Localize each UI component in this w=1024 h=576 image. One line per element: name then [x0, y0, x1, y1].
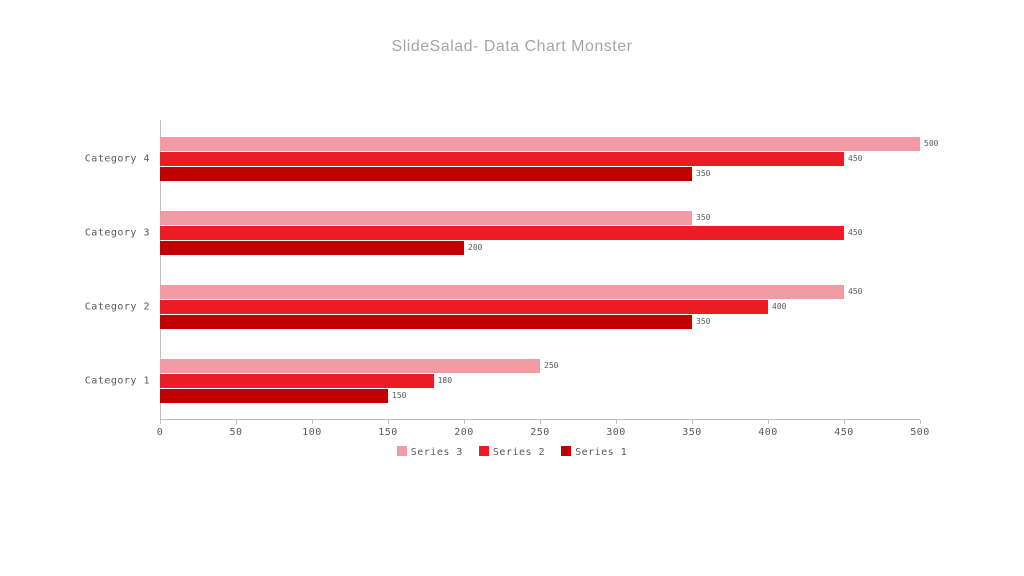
- x-tick-mark: [160, 420, 161, 424]
- x-tick-mark: [616, 420, 617, 424]
- x-tick-label: 450: [834, 427, 854, 438]
- x-tick-label: 250: [530, 427, 550, 438]
- legend-label: Series 1: [575, 447, 627, 458]
- bar: 400: [160, 300, 768, 314]
- x-tick-label: 200: [454, 427, 474, 438]
- x-tick-label: 500: [910, 427, 930, 438]
- chart-page: SlideSalad- Data Chart Monster 0 50 100 150…: [0, 0, 1024, 576]
- legend-item: Series 1: [561, 446, 627, 458]
- bar: 350: [160, 315, 692, 329]
- plot-area: 050100150200250300350400450500 Category …: [160, 120, 920, 420]
- bar: 500: [160, 137, 920, 151]
- x-tick-mark: [388, 420, 389, 424]
- bar: 450: [160, 285, 844, 299]
- x-tick-mark: [692, 420, 693, 424]
- legend-swatch: [561, 446, 571, 456]
- legend: Series 3 Series 2 Series 1: [0, 446, 1024, 458]
- bar-value-label: 450: [848, 288, 862, 296]
- x-tick-label: 50: [229, 427, 242, 438]
- bar-value-label: 350: [696, 318, 710, 326]
- x-tick-mark: [312, 420, 313, 424]
- legend-swatch: [397, 446, 407, 456]
- bar: 180: [160, 374, 434, 388]
- x-tick-label: 0: [157, 427, 164, 438]
- legend-item: Series 2: [479, 446, 545, 458]
- bar-value-label: 450: [848, 155, 862, 163]
- x-tick-label: 400: [758, 427, 778, 438]
- chart-title: SlideSalad- Data Chart Monster: [0, 38, 1024, 56]
- x-tick-label: 100: [302, 427, 322, 438]
- x-tick-mark: [464, 420, 465, 424]
- bar: 150: [160, 389, 388, 403]
- bar: 350: [160, 211, 692, 225]
- bar: 250: [160, 359, 540, 373]
- bar-value-label: 200: [468, 244, 482, 252]
- bar: 200: [160, 241, 464, 255]
- legend-swatch: [479, 446, 489, 456]
- bar-value-label: 180: [438, 377, 452, 385]
- legend-label: Series 2: [493, 447, 545, 458]
- bar-value-label: 500: [924, 140, 938, 148]
- x-tick-mark: [236, 420, 237, 424]
- x-tick-label: 300: [606, 427, 626, 438]
- bar-value-label: 250: [544, 362, 558, 370]
- bar-value-label: 400: [772, 303, 786, 311]
- x-tick-mark: [768, 420, 769, 424]
- x-tick-mark: [540, 420, 541, 424]
- legend-label: Series 3: [411, 447, 463, 458]
- bar-value-label: 350: [696, 214, 710, 222]
- legend-item: Series 3: [397, 446, 463, 458]
- bar: 450: [160, 226, 844, 240]
- category-label: Category 4: [85, 154, 150, 165]
- x-tick-label: 350: [682, 427, 702, 438]
- x-tick-mark: [920, 420, 921, 424]
- bar-value-label: 150: [392, 392, 406, 400]
- x-tick-mark: [844, 420, 845, 424]
- bar: 450: [160, 152, 844, 166]
- x-tick-label: 150: [378, 427, 398, 438]
- bar: 350: [160, 167, 692, 181]
- category-label: Category 2: [85, 302, 150, 313]
- category-label: Category 1: [85, 376, 150, 387]
- bar-value-label: 350: [696, 170, 710, 178]
- category-label: Category 3: [85, 228, 150, 239]
- bar-value-label: 450: [848, 229, 862, 237]
